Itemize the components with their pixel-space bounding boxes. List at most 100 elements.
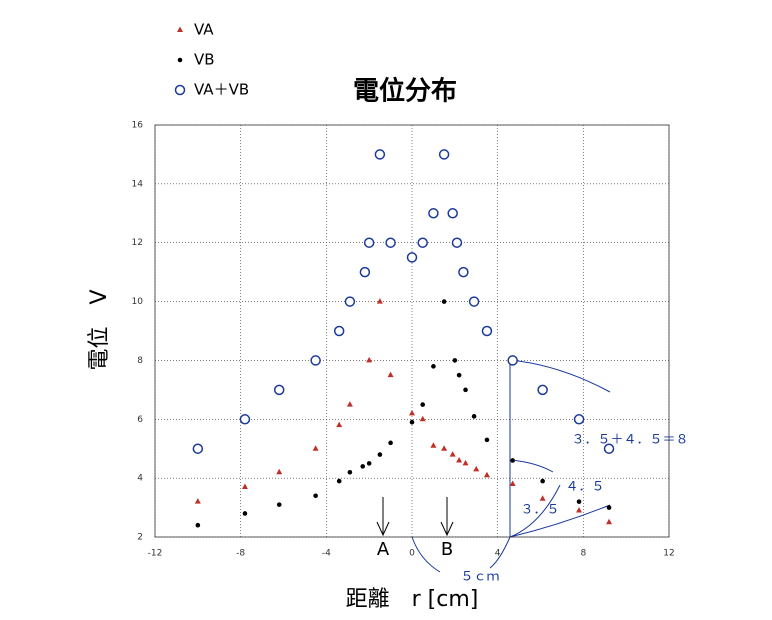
annotation: B	[441, 539, 453, 560]
chart-title: 電位分布	[353, 76, 457, 107]
point	[310, 355, 321, 366]
point	[406, 252, 418, 263]
point	[451, 237, 463, 248]
point	[430, 442, 437, 448]
point	[346, 401, 353, 407]
point	[385, 237, 396, 248]
y-axis-label: 電位 V	[87, 289, 112, 370]
legend-marker	[174, 84, 186, 96]
guide-curve	[489, 536, 511, 569]
guide-curve	[509, 504, 611, 538]
x-tick-label: 8	[580, 549, 586, 559]
point	[336, 421, 343, 428]
y-tick-label: 16	[132, 121, 144, 131]
x-tick-label: -12	[148, 549, 163, 559]
point	[363, 237, 375, 248]
point	[603, 443, 615, 454]
annotation: ３．５	[520, 503, 559, 518]
guide-curve	[509, 359, 611, 393]
annotation-lines	[376, 359, 611, 573]
guide-curve	[509, 484, 561, 538]
point	[428, 208, 439, 219]
point	[537, 384, 548, 396]
annotation: ３．５＋４．５＝８	[571, 433, 688, 448]
point	[462, 459, 469, 466]
x-tick-label: -4	[322, 549, 331, 559]
annotation: ４．５	[565, 480, 604, 495]
point	[419, 415, 426, 422]
point	[374, 149, 386, 160]
point	[456, 372, 462, 378]
y-tick-label: 8	[137, 356, 143, 366]
point	[192, 443, 204, 454]
point	[452, 358, 458, 363]
legend-label: VA	[194, 21, 214, 39]
guide-curve	[411, 536, 441, 573]
point	[507, 355, 518, 366]
point	[573, 414, 585, 425]
x-tick-label: 12	[663, 549, 674, 559]
point	[241, 483, 248, 489]
point	[409, 409, 415, 416]
point	[540, 478, 545, 484]
point	[431, 364, 436, 369]
point	[481, 325, 493, 337]
point	[377, 452, 383, 457]
point	[360, 464, 366, 469]
guide-curve	[509, 459, 554, 473]
point	[417, 237, 428, 248]
y-tick-label: 6	[137, 415, 143, 425]
point	[242, 511, 248, 516]
legend-label: VA＋VB	[194, 81, 249, 99]
x-axis-label: 距離 r [cm]	[346, 587, 479, 612]
x-tick-label: -8	[236, 549, 245, 559]
point	[468, 296, 480, 307]
x-tick-label: 0	[409, 549, 415, 559]
arrow	[440, 497, 454, 537]
point	[447, 208, 458, 219]
point	[471, 414, 477, 419]
annotation: A	[377, 539, 390, 560]
y-tick-label: 12	[132, 238, 143, 248]
y-tick-label: 4	[137, 474, 143, 484]
legend-label: VB	[194, 51, 215, 69]
point	[409, 419, 415, 425]
arrow	[376, 497, 390, 537]
point	[359, 266, 371, 278]
point	[376, 298, 383, 304]
point	[539, 495, 546, 501]
point	[449, 451, 456, 457]
point	[276, 502, 282, 507]
point	[388, 440, 393, 446]
legend-marker	[177, 26, 183, 32]
annotation: ５ｃｍ	[460, 570, 499, 585]
legend-marker	[177, 57, 183, 63]
point	[484, 437, 490, 443]
point	[336, 478, 342, 484]
point	[273, 384, 285, 396]
point	[347, 469, 353, 475]
point	[441, 299, 447, 304]
point	[366, 356, 373, 363]
point	[313, 493, 318, 499]
y-tick-label: 10	[132, 297, 144, 307]
point	[366, 461, 372, 466]
point	[438, 149, 450, 160]
point	[473, 465, 480, 472]
point	[483, 471, 490, 478]
point	[194, 498, 201, 504]
point	[344, 296, 356, 307]
x-tick-label: 4	[495, 549, 501, 559]
point	[387, 371, 394, 378]
point	[576, 507, 583, 513]
y-tick-label: 14	[132, 179, 144, 189]
point	[510, 458, 515, 463]
point	[333, 325, 345, 337]
point	[576, 499, 582, 504]
point	[441, 445, 448, 451]
point	[463, 387, 468, 393]
point	[606, 518, 613, 525]
point	[195, 522, 201, 528]
y-tick-label: 2	[137, 533, 143, 543]
